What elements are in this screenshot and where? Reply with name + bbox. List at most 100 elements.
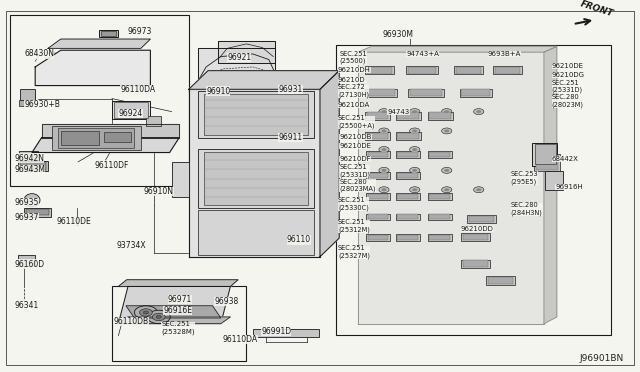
Bar	[365, 89, 397, 97]
Bar	[396, 172, 420, 179]
Bar	[368, 152, 388, 157]
Text: SEC.251
(25500): SEC.251 (25500)	[339, 51, 367, 64]
Text: 96210DG: 96210DG	[552, 72, 585, 78]
Bar	[18, 161, 48, 171]
Bar	[368, 235, 388, 240]
Bar	[366, 151, 390, 158]
Bar	[58, 128, 134, 148]
Bar	[99, 30, 118, 37]
Bar	[367, 89, 395, 96]
Bar	[396, 214, 420, 220]
Circle shape	[379, 167, 389, 173]
Circle shape	[381, 129, 387, 132]
Circle shape	[444, 129, 449, 132]
Bar	[397, 235, 418, 240]
Text: 96937: 96937	[14, 213, 38, 222]
Polygon shape	[118, 280, 238, 286]
Circle shape	[442, 187, 452, 193]
Bar	[336, 45, 611, 335]
Bar	[367, 112, 388, 119]
Bar	[429, 194, 450, 199]
Bar	[396, 234, 420, 241]
Bar	[18, 255, 35, 266]
Text: 96930M: 96930M	[383, 30, 413, 39]
Circle shape	[476, 188, 481, 191]
Bar	[408, 89, 444, 97]
Bar	[20, 162, 46, 170]
Bar	[52, 126, 141, 150]
Text: SEC.253
(295E5): SEC.253 (295E5)	[511, 171, 538, 185]
Text: 96921: 96921	[227, 53, 252, 62]
Circle shape	[410, 147, 420, 153]
Bar	[534, 154, 560, 171]
Bar	[204, 94, 308, 135]
Bar	[368, 173, 388, 178]
Circle shape	[379, 128, 389, 134]
Bar	[253, 329, 319, 337]
Bar	[488, 277, 513, 284]
Circle shape	[412, 148, 417, 151]
Bar	[366, 172, 390, 179]
Text: 96110DB: 96110DB	[114, 317, 149, 326]
Circle shape	[444, 188, 449, 191]
Text: 96210DF: 96210DF	[339, 156, 371, 162]
Bar	[101, 31, 116, 36]
Bar	[429, 152, 450, 157]
Text: SEC.280
(28023MA): SEC.280 (28023MA)	[339, 179, 376, 192]
Text: 96924: 96924	[118, 109, 143, 118]
Bar	[365, 112, 390, 120]
Bar	[368, 194, 388, 199]
Polygon shape	[32, 138, 179, 153]
Bar	[365, 66, 394, 74]
Polygon shape	[35, 50, 150, 86]
Polygon shape	[48, 39, 150, 48]
Circle shape	[442, 128, 452, 134]
Text: 96210DE: 96210DE	[552, 63, 584, 69]
Bar	[461, 89, 490, 96]
Circle shape	[476, 110, 481, 113]
Text: SEC.280
(28023M): SEC.280 (28023M)	[552, 94, 584, 108]
Circle shape	[379, 109, 389, 115]
Text: SEC.251
(25331D): SEC.251 (25331D)	[339, 164, 371, 178]
Text: SEC.272
(27130H): SEC.272 (27130H)	[338, 84, 369, 98]
Bar	[366, 214, 390, 220]
Bar	[429, 214, 450, 219]
Bar	[495, 67, 520, 74]
Text: 68442X: 68442X	[552, 156, 579, 162]
Polygon shape	[118, 317, 230, 324]
Text: 96210DA: 96210DA	[338, 102, 370, 108]
Bar	[26, 209, 49, 215]
Text: SEC.251
(25331D): SEC.251 (25331D)	[552, 80, 583, 93]
Bar	[467, 215, 496, 223]
Text: 96931: 96931	[278, 85, 303, 94]
Bar	[368, 214, 388, 219]
Bar	[198, 149, 314, 208]
Bar	[428, 151, 452, 158]
Bar	[172, 162, 189, 197]
Bar	[396, 112, 421, 120]
Text: 96942N: 96942N	[14, 154, 44, 163]
Bar	[10, 15, 189, 186]
Bar	[460, 89, 492, 97]
Text: 96110DA: 96110DA	[120, 85, 156, 94]
Bar	[397, 112, 419, 119]
Circle shape	[381, 169, 387, 172]
Bar	[287, 232, 306, 243]
Bar	[396, 151, 420, 158]
Circle shape	[474, 187, 484, 193]
Circle shape	[442, 109, 452, 115]
Text: 96916E: 96916E	[163, 306, 192, 315]
Text: 96210DH: 96210DH	[338, 67, 371, 73]
Text: 96973: 96973	[128, 27, 152, 36]
Bar	[408, 67, 436, 74]
Text: SEC.251
(25330C): SEC.251 (25330C)	[338, 197, 369, 211]
Bar	[428, 234, 452, 241]
Text: SEC.280
(284H3N): SEC.280 (284H3N)	[511, 202, 543, 216]
Text: SEC.251
(25312M): SEC.251 (25312M)	[338, 219, 370, 233]
Text: 96210DD: 96210DD	[461, 226, 493, 232]
Text: 96341: 96341	[14, 301, 38, 310]
Circle shape	[412, 169, 417, 172]
Bar	[406, 66, 438, 74]
Bar	[469, 216, 494, 222]
Bar	[429, 235, 450, 240]
